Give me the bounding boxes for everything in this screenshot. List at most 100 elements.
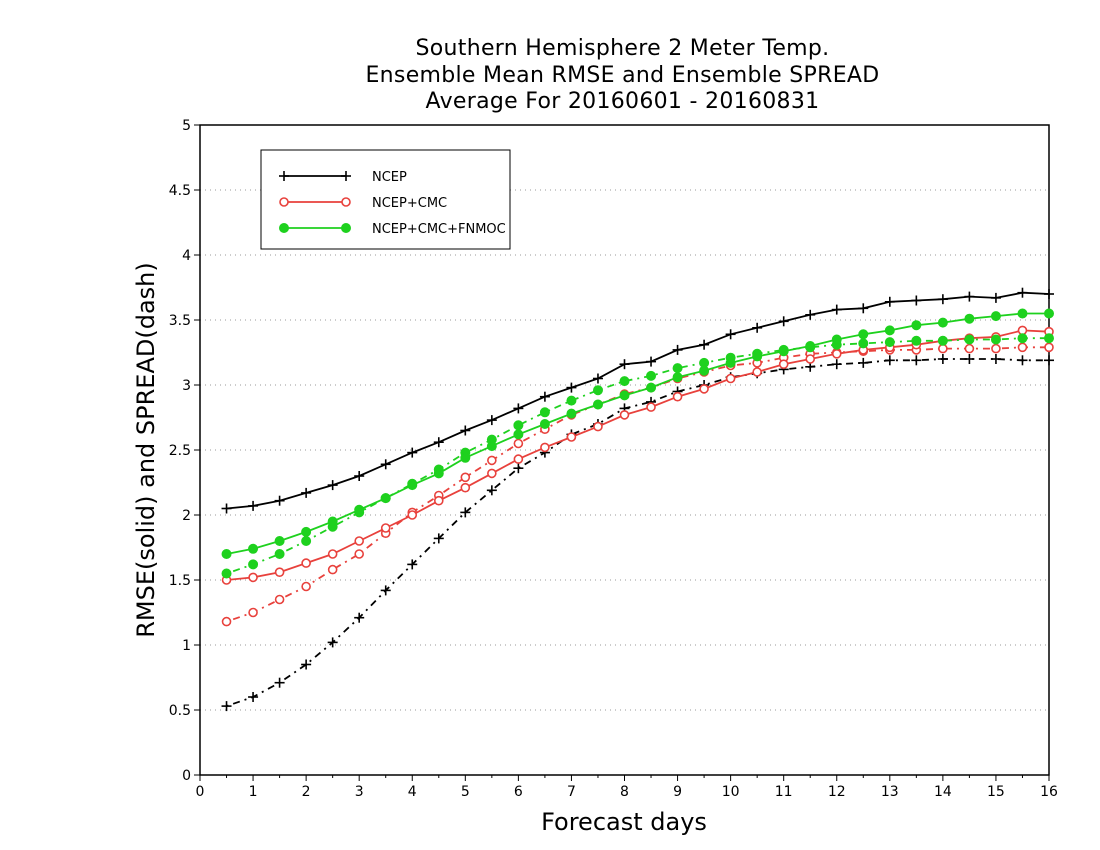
series-ncep-cmc-fnmoc-rmse-point bbox=[221, 549, 232, 559]
series-ncep-cmc-rmse-point bbox=[619, 410, 630, 420]
x-axis-label: Forecast days bbox=[541, 808, 707, 836]
y-tick-label: 4.5 bbox=[169, 183, 191, 199]
series-ncep-cmc-fnmoc-spread-point bbox=[990, 334, 1001, 345]
series-ncep-cmc-fnmoc-rmse-point bbox=[486, 441, 497, 452]
series-ncep-cmc-spread-point bbox=[274, 594, 285, 605]
series-ncep-cmc-fnmoc-rmse-point bbox=[646, 382, 657, 393]
series-ncep-cmc-fnmoc-spread-line bbox=[226, 337, 1049, 575]
x-tick-label: 4 bbox=[408, 784, 417, 800]
series-ncep-cmc-fnmoc-spread-point bbox=[911, 335, 922, 346]
series-ncep-cmc-fnmoc-rmse-point bbox=[778, 346, 789, 357]
chart-title-line-1: Southern Hemisphere 2 Meter Temp. bbox=[415, 36, 830, 61]
series-ncep-cmc-rmse-point bbox=[672, 391, 683, 402]
chart-title-line-3: Average For 20160601 - 20160831 bbox=[425, 89, 820, 114]
series-ncep-cmc-rmse-point bbox=[301, 558, 311, 568]
series-ncep-cmc-fnmoc-rmse-point bbox=[884, 325, 895, 336]
series-ncep-cmc-fnmoc-rmse-point bbox=[274, 536, 285, 546]
series-ncep-cmc-fnmoc-spread-point bbox=[566, 395, 577, 406]
series-ncep-cmc-fnmoc-rmse-point bbox=[752, 351, 763, 362]
series-ncep-cmc-fnmoc-rmse-point bbox=[407, 480, 418, 491]
series-ncep-cmc-fnmoc-rmse-point bbox=[805, 341, 816, 351]
series-ncep-cmc-rmse-point bbox=[380, 523, 391, 533]
series-ncep-cmc-fnmoc-rmse-point bbox=[725, 357, 736, 368]
series-ncep-cmc-fnmoc-spread-point bbox=[1017, 333, 1028, 344]
series-ncep-cmc-spread-point bbox=[991, 343, 1001, 354]
series-ncep-cmc-fnmoc-rmse-point bbox=[672, 372, 683, 383]
y-tick-label: 0.5 bbox=[169, 703, 191, 719]
series-ncep-cmc-fnmoc-spread-point bbox=[1044, 333, 1054, 344]
x-tick-label: 16 bbox=[1040, 784, 1058, 800]
series-ncep-cmc-fnmoc-rmse-point bbox=[354, 504, 365, 515]
series-ncep-cmc-rmse-point bbox=[460, 482, 471, 493]
series-ncep-cmc-spread-point bbox=[1044, 342, 1054, 353]
series-ncep-cmc-rmse-point bbox=[1017, 325, 1028, 336]
series-ncep-cmc-rmse-point bbox=[699, 384, 709, 394]
series-ncep-cmc-fnmoc-spread-point bbox=[619, 376, 630, 387]
legend-marker bbox=[341, 223, 351, 233]
series-ncep-cmc-rmse-point bbox=[327, 549, 338, 559]
x-tick-label: 1 bbox=[249, 784, 258, 800]
series-ncep-cmc-spread-point bbox=[221, 616, 232, 627]
series-ncep-cmc-rmse-point bbox=[248, 572, 258, 583]
legend-marker bbox=[341, 197, 351, 207]
legend-label: NCEP+CMC bbox=[372, 196, 447, 211]
series-ncep-cmc-fnmoc-rmse-point bbox=[566, 408, 577, 419]
y-tick-label: 1 bbox=[182, 638, 191, 654]
series-ncep-cmc-fnmoc-rmse-point bbox=[248, 543, 259, 554]
series-ncep-cmc-fnmoc-rmse-line bbox=[226, 312, 1049, 555]
x-tick-label: 12 bbox=[828, 784, 846, 800]
series-ncep-cmc-fnmoc-rmse-point bbox=[619, 390, 630, 401]
y-tick-label: 3.5 bbox=[169, 313, 191, 329]
series-ncep-cmc-rmse-point bbox=[487, 468, 497, 479]
x-tick-label: 6 bbox=[514, 784, 523, 800]
series-ncep-cmc-fnmoc-rmse-point bbox=[1044, 308, 1054, 319]
series-ncep-cmc-rmse-point bbox=[778, 359, 789, 370]
series-ncep-cmc-fnmoc-rmse-point bbox=[937, 317, 948, 328]
chart-title-line-2: Ensemble Mean RMSE and Ensemble SPREAD bbox=[365, 63, 880, 88]
series-ncep-cmc-spread-point bbox=[460, 472, 471, 483]
series-ncep-cmc-fnmoc-spread-point bbox=[646, 370, 657, 381]
series-ncep-cmc-spread-point bbox=[1017, 342, 1028, 353]
x-tick-label: 9 bbox=[673, 784, 682, 800]
legend-box bbox=[260, 149, 511, 250]
y-tick-label: 0 bbox=[182, 768, 191, 784]
series-ncep-cmc-fnmoc-rmse-point bbox=[592, 399, 603, 410]
series-ncep-cmc-fnmoc-rmse-point bbox=[301, 526, 312, 537]
x-tick-label: 13 bbox=[881, 784, 899, 800]
series-ncep-cmc-fnmoc-rmse-point bbox=[1017, 308, 1028, 319]
y-tick-label: 2 bbox=[182, 508, 191, 524]
series-ncep-cmc-rmse-point bbox=[752, 367, 762, 377]
x-tick-label: 10 bbox=[722, 784, 740, 800]
series-ncep-cmc-fnmoc-spread-point bbox=[301, 536, 312, 546]
series-ncep-cmc-fnmoc-rmse-point bbox=[858, 329, 869, 340]
series-ncep-cmc-fnmoc-rmse-point bbox=[831, 334, 842, 345]
x-tick-label: 14 bbox=[934, 784, 952, 800]
series-ncep-cmc-fnmoc-spread-point bbox=[274, 549, 285, 559]
series-ncep-cmc-rmse-point bbox=[513, 454, 524, 464]
series-ncep-cmc-fnmoc-rmse-point bbox=[380, 493, 391, 504]
series-ncep-cmc-fnmoc-rmse-point bbox=[327, 516, 338, 527]
legend-label: NCEP bbox=[372, 170, 407, 185]
legend-marker bbox=[279, 223, 289, 233]
series-ncep-cmc-fnmoc-spread-point bbox=[592, 385, 603, 396]
x-tick-label: 0 bbox=[196, 784, 205, 800]
series-ncep-cmc-rmse-point bbox=[805, 354, 816, 364]
series-ncep-cmc-spread-point bbox=[354, 549, 364, 559]
y-tick-label: 5 bbox=[182, 118, 191, 134]
series-ncep-cmc-rmse-line bbox=[226, 329, 1050, 581]
series-ncep-cmc-fnmoc-rmse-point bbox=[964, 313, 975, 324]
series-ncep-cmc-fnmoc-rmse-point bbox=[911, 320, 922, 331]
legend-marker bbox=[279, 197, 289, 207]
series-ncep-cmc-fnmoc-spread-point bbox=[672, 363, 683, 374]
y-tick-label: 1.5 bbox=[169, 573, 191, 589]
y-tick-label: 4 bbox=[182, 248, 191, 264]
series-ncep-cmc-fnmoc-rmse-point bbox=[990, 311, 1001, 322]
series-ncep-cmc-spread-point bbox=[513, 438, 524, 449]
series-ncep-cmc-fnmoc-spread-point bbox=[221, 568, 232, 579]
series-ncep-cmc-spread-point bbox=[964, 343, 975, 354]
x-tick-label: 5 bbox=[461, 784, 470, 800]
x-tick-label: 8 bbox=[620, 784, 629, 800]
series-ncep-cmc-rmse-point bbox=[433, 495, 444, 506]
x-tick-label: 11 bbox=[775, 784, 793, 800]
x-tick-label: 15 bbox=[987, 784, 1005, 800]
